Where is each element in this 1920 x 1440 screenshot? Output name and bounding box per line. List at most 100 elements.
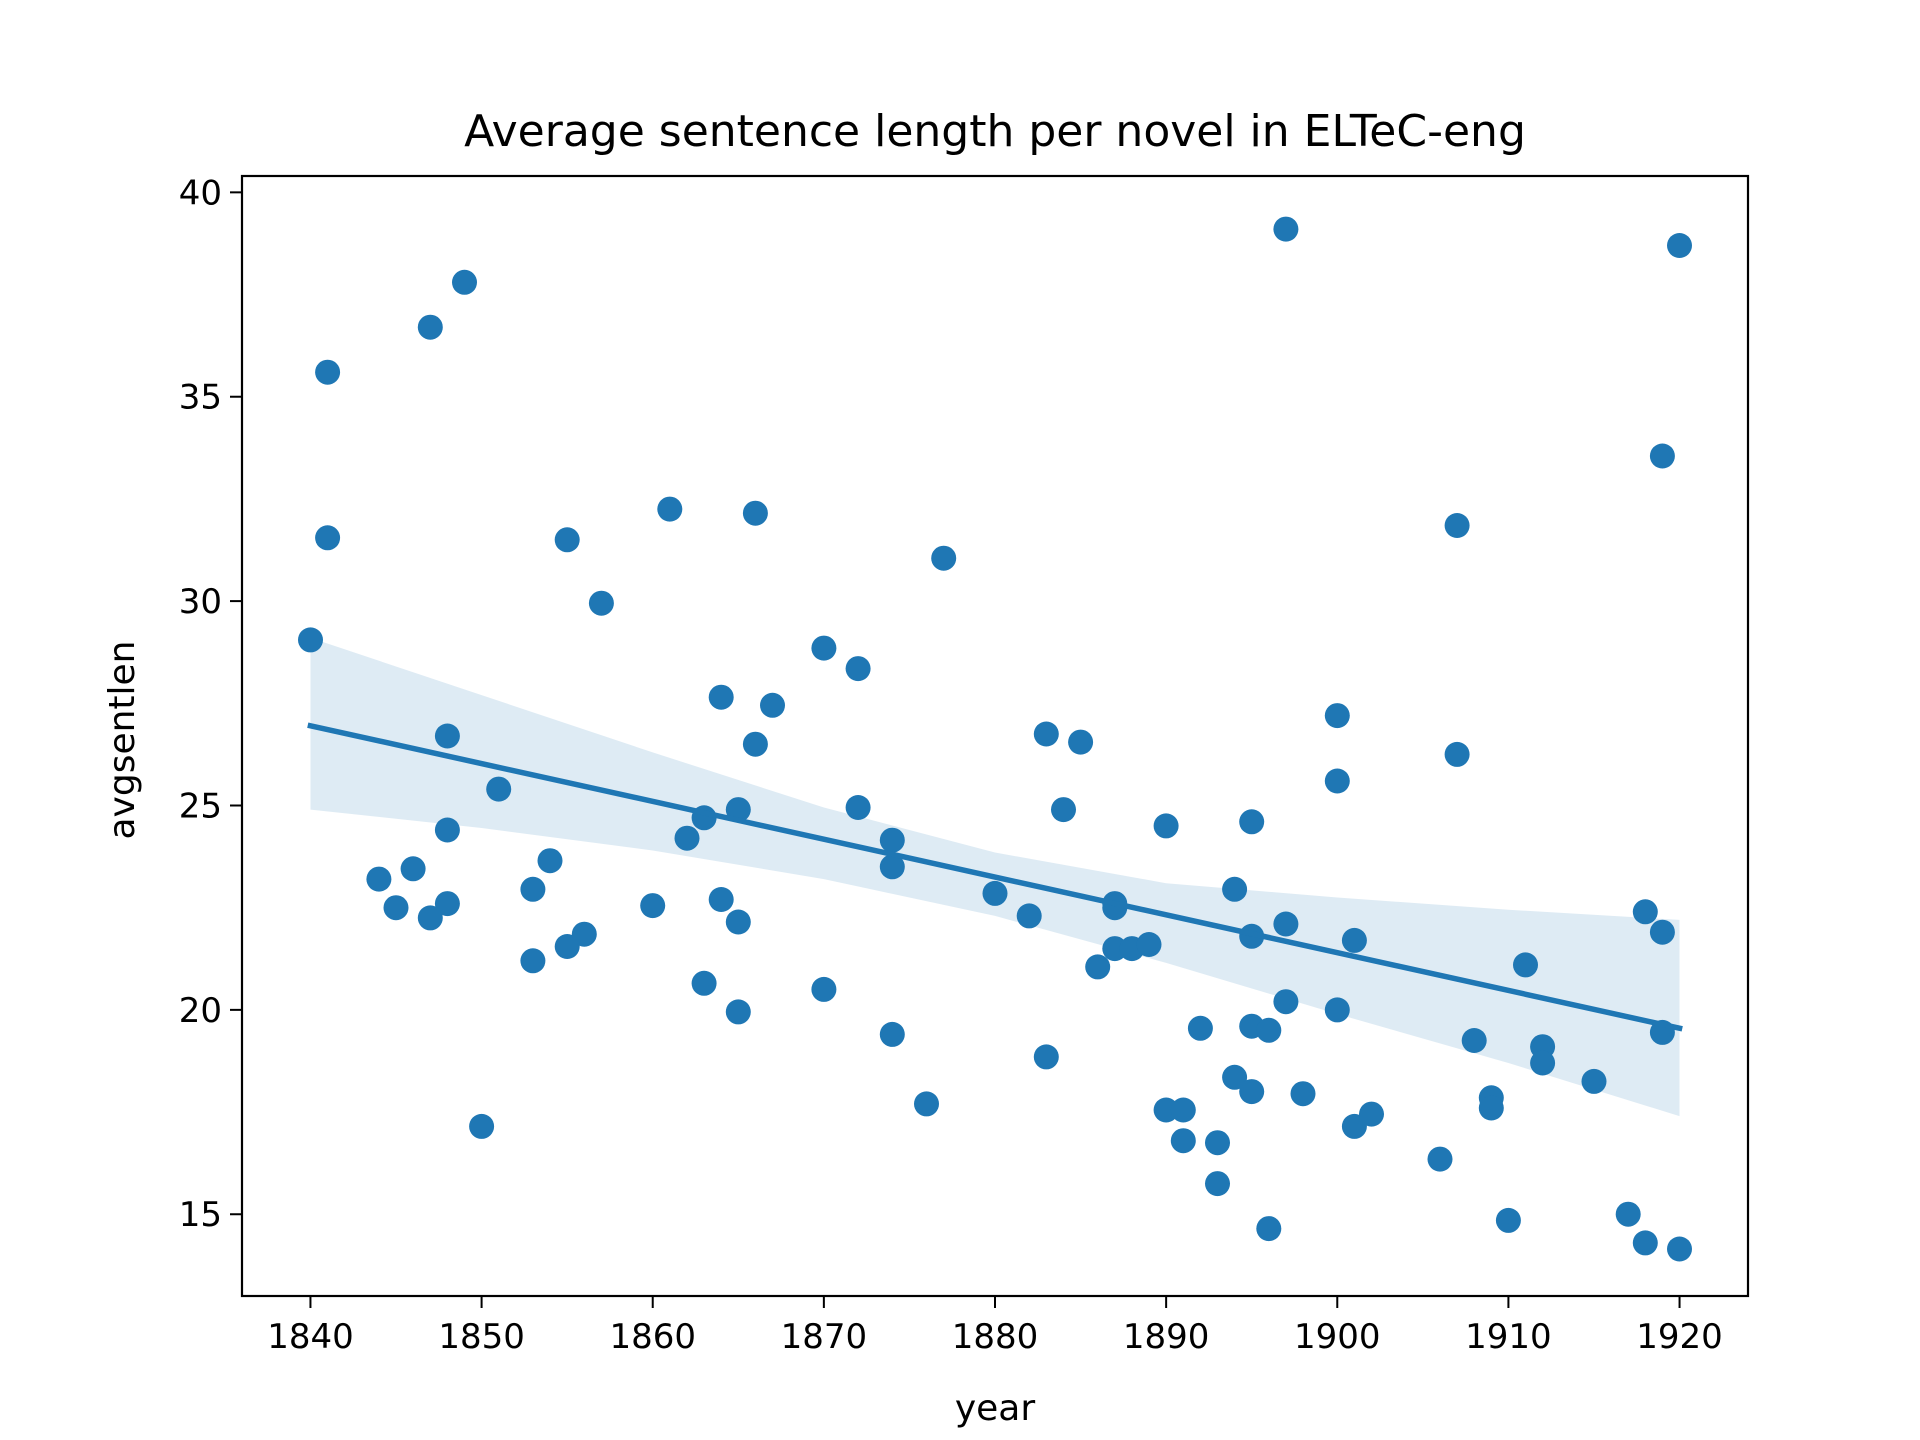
x-tick-label: 1870 <box>781 1317 868 1357</box>
data-point <box>315 359 341 385</box>
data-point <box>571 921 597 947</box>
data-point <box>1033 1044 1059 1070</box>
data-point <box>1016 903 1042 929</box>
regression-line <box>307 722 1683 1032</box>
data-point <box>708 684 734 710</box>
data-point <box>1051 797 1076 823</box>
data-point <box>1273 216 1299 242</box>
data-point <box>1667 233 1692 258</box>
data-point <box>845 656 871 682</box>
data-point <box>1273 989 1299 1015</box>
data-point <box>725 909 751 935</box>
data-point <box>811 635 837 661</box>
data-point <box>1290 1081 1316 1107</box>
x-tick-label: 1920 <box>1636 1317 1723 1357</box>
data-point <box>691 970 717 996</box>
data-point <box>1085 954 1111 980</box>
data-point <box>1324 997 1350 1023</box>
x-tick-label: 1840 <box>267 1317 354 1357</box>
data-point <box>725 797 751 823</box>
data-point <box>879 1021 905 1047</box>
data-point <box>1324 768 1350 794</box>
data-point <box>1530 1050 1556 1076</box>
data-point <box>879 854 905 880</box>
data-point <box>588 590 614 616</box>
data-point <box>1273 911 1299 937</box>
data-point <box>725 999 751 1025</box>
data-point <box>520 948 546 974</box>
data-point <box>1513 952 1538 978</box>
data-point <box>657 496 683 522</box>
data-point <box>452 269 477 295</box>
data-point <box>1153 1097 1179 1123</box>
data-point <box>982 880 1008 906</box>
data-point <box>1495 1207 1521 1233</box>
data-point <box>640 893 666 919</box>
data-point <box>742 500 768 526</box>
x-tick-label: 1890 <box>1123 1317 1210 1357</box>
data-point <box>1324 703 1350 729</box>
data-point <box>674 825 700 851</box>
data-point <box>1632 1230 1658 1256</box>
data-point <box>1478 1095 1504 1121</box>
data-point <box>520 876 546 902</box>
data-point <box>366 866 392 892</box>
data-point <box>1170 1097 1196 1123</box>
data-point <box>434 891 460 917</box>
data-point <box>1256 1216 1282 1242</box>
chart-title: Average sentence length per novel in ELT… <box>464 106 1526 157</box>
data-point <box>1068 729 1094 755</box>
x-tick-label: 1900 <box>1294 1317 1381 1357</box>
data-point <box>486 776 512 802</box>
data-point <box>1427 1146 1453 1172</box>
data-point <box>931 545 957 571</box>
data-points <box>298 216 1692 1262</box>
y-tick-label: 25 <box>179 786 222 826</box>
data-point <box>434 817 460 843</box>
data-point <box>1667 1236 1692 1262</box>
data-point <box>879 827 905 853</box>
data-point <box>1444 513 1470 538</box>
x-tick-label: 1880 <box>952 1317 1039 1357</box>
x-tick-label: 1910 <box>1465 1317 1552 1357</box>
x-tick-label: 1860 <box>609 1317 696 1357</box>
data-point <box>708 887 734 912</box>
data-point <box>315 525 341 551</box>
y-tick-label: 40 <box>179 173 222 213</box>
data-point <box>1170 1128 1196 1154</box>
data-point <box>1239 809 1265 835</box>
data-point <box>1461 1028 1487 1053</box>
y-tick-label: 15 <box>179 1195 222 1235</box>
x-axis-label: year <box>955 1388 1036 1429</box>
data-point <box>1581 1068 1607 1094</box>
data-point <box>914 1091 939 1117</box>
data-point <box>1444 741 1470 767</box>
x-tick-label: 1850 <box>438 1317 525 1357</box>
data-point <box>1102 936 1128 962</box>
x-axis-ticks: 1840 1850 1860 1870 1880 1890 1900 1910 1920 <box>267 1296 1723 1357</box>
data-point <box>1341 927 1367 953</box>
y-axis-ticks: 15 20 25 30 35 40 <box>179 173 242 1235</box>
data-point <box>400 856 426 882</box>
data-point <box>1615 1201 1641 1227</box>
data-point <box>1153 813 1179 839</box>
data-point <box>1359 1101 1384 1127</box>
data-point <box>1649 919 1675 945</box>
data-point <box>537 848 563 874</box>
data-point <box>1649 443 1675 469</box>
data-point <box>845 795 871 820</box>
data-point <box>760 692 785 718</box>
data-point <box>1239 1079 1265 1105</box>
data-point <box>1033 721 1059 747</box>
data-point <box>469 1113 495 1139</box>
y-tick-label: 35 <box>179 378 222 418</box>
data-point <box>417 905 443 931</box>
data-point <box>298 627 323 653</box>
data-point <box>742 731 768 757</box>
data-point <box>811 976 837 1002</box>
y-axis-label: avgsentlen <box>102 640 143 839</box>
y-tick-label: 20 <box>179 991 222 1031</box>
data-point <box>1256 1017 1282 1043</box>
